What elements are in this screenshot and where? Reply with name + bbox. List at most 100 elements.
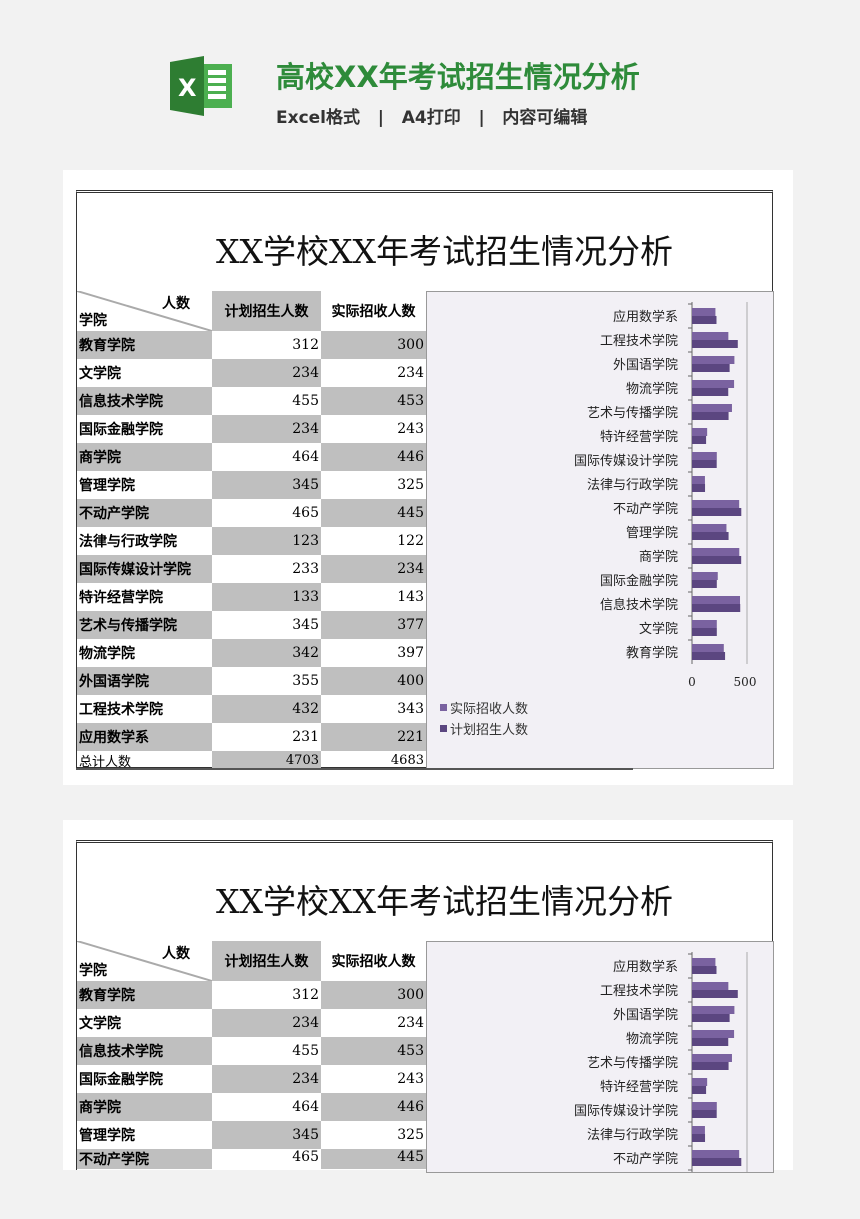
- enrollment-table: 人数 学院 计划招生人数 实际招收人数 教育学院 312 300 文学院 234 234 信息技术学…: [77, 291, 426, 770]
- plan-value: 345: [212, 1121, 321, 1149]
- actual-value: 122: [397, 533, 424, 549]
- actual-value: 143: [397, 589, 424, 605]
- category-label: 法律与行政学院: [587, 1127, 678, 1143]
- actual-value: 234: [321, 555, 426, 583]
- enrollment-table: 人数 学院 计划招生人数 实际招收人数 教育学院 312 300 文学院 234 234 信息技术学…: [77, 941, 426, 1169]
- plan-value: 464: [292, 1099, 319, 1115]
- bar-actual: [692, 1102, 717, 1110]
- category-label: 不动产学院: [613, 501, 678, 517]
- table-row: 法律与行政学院 123 122: [77, 527, 426, 555]
- total-plan: 4703: [212, 751, 321, 770]
- category-label: 应用数学系: [613, 309, 678, 325]
- category-label: 信息技术学院: [600, 597, 678, 613]
- category-label: 物流学院: [626, 381, 678, 397]
- category-label: 文学院: [639, 621, 678, 637]
- actual-value: 453: [321, 387, 426, 415]
- bar-plan: [692, 412, 729, 420]
- bar-plan: [692, 1062, 729, 1070]
- actual-value: 325: [397, 477, 424, 493]
- sheet-title: XX学校XX年考试招生情况分析: [216, 882, 673, 921]
- total-row: 总计人数 4703 4683: [77, 751, 426, 770]
- table-row: 不动产学院 465 445: [77, 1149, 426, 1169]
- bar-actual: [692, 500, 740, 508]
- page-subtitle: Excel格式 | A4打印 | 内容可编辑: [276, 108, 588, 128]
- preview-page-2: XX学校XX年考试招生情况分析 人数 学院 计划招生人数 实际招收人数 教育学院 312 30…: [63, 820, 793, 1173]
- category-label: 国际传媒设计学院: [574, 1103, 678, 1119]
- bar-plan: [692, 340, 738, 348]
- college-name: 文学院: [79, 1016, 121, 1032]
- college-name: 管理学院: [79, 1128, 135, 1144]
- plan-value: 233: [292, 561, 319, 577]
- actual-value: 446: [321, 1093, 426, 1121]
- category-label: 工程技术学院: [600, 333, 678, 349]
- college-name: 信息技术学院: [77, 1037, 212, 1065]
- table-row: 教育学院 312 300: [77, 331, 426, 359]
- college-name: 国际金融学院: [79, 422, 163, 438]
- plan-value: 234: [212, 1009, 321, 1037]
- college-name: 外国语学院: [77, 667, 212, 695]
- bar-actual: [692, 620, 717, 628]
- col-actual-header: 实际招收人数: [331, 954, 416, 970]
- table-row: 艺术与传播学院 345 377: [77, 611, 426, 639]
- bar-plan: [692, 484, 706, 492]
- category-label: 外国语学院: [613, 357, 678, 373]
- x-tick-label: 500: [734, 675, 757, 689]
- table-row: 不动产学院 465 445: [77, 499, 426, 527]
- category-label: 商学院: [639, 549, 678, 565]
- category-label: 法律与行政学院: [587, 477, 678, 493]
- bar-actual: [692, 476, 705, 484]
- corner-header: 人数 学院: [77, 941, 212, 981]
- bar-plan: [692, 556, 742, 564]
- svg-text:X: X: [178, 74, 197, 102]
- table-row: 文学院 234 234: [77, 1009, 426, 1037]
- bar-actual: [692, 644, 724, 652]
- bar-actual: [692, 308, 716, 316]
- category-label: 应用数学系: [613, 959, 678, 975]
- actual-value: 343: [397, 701, 424, 717]
- college-name: 法律与行政学院: [79, 534, 177, 550]
- actual-value: 234: [397, 1015, 424, 1031]
- table-row: 应用数学系 231 221: [77, 723, 426, 751]
- actual-value: 377: [321, 611, 426, 639]
- plan-value: 234: [212, 415, 321, 443]
- category-label: 外国语学院: [613, 1007, 678, 1023]
- plan-value: 234: [212, 1065, 321, 1093]
- category-label: 艺术与传播学院: [587, 405, 678, 421]
- bar-plan: [692, 508, 742, 516]
- bar-plan: [692, 316, 717, 324]
- bar-plan: [692, 436, 707, 444]
- legend-swatch: [440, 704, 447, 711]
- bar-plan: [692, 388, 729, 396]
- category-label: 特许经营学院: [600, 1079, 678, 1095]
- actual-value: 243: [397, 1071, 424, 1087]
- college-name: 国际金融学院: [79, 1072, 163, 1088]
- actual-value: 400: [321, 667, 426, 695]
- bar-actual: [692, 332, 729, 340]
- plan-value: 342: [212, 639, 321, 667]
- sheet-title: XX学校XX年考试招生情况分析: [216, 232, 673, 271]
- table-row: 管理学院 345 325: [77, 1121, 426, 1149]
- divider: [76, 768, 633, 770]
- bar-plan: [692, 364, 730, 372]
- table-row: 信息技术学院 455 453: [77, 387, 426, 415]
- actual-value: 300: [321, 981, 426, 1009]
- actual-value: 446: [321, 443, 426, 471]
- actual-value: 445: [321, 499, 426, 527]
- bar-plan: [692, 580, 717, 588]
- category-label: 特许经营学院: [600, 429, 678, 445]
- bar-plan: [692, 990, 738, 998]
- bar-plan: [692, 1038, 729, 1046]
- table-row: 国际传媒设计学院 233 234: [77, 555, 426, 583]
- college-name: 特许经营学院: [79, 590, 163, 606]
- spreadsheet: XX学校XX年考试招生情况分析 人数 学院 计划招生人数 实际招收人数 教育学院 312 30…: [76, 840, 774, 1173]
- enrollment-chart: 教育学院 文学院 信息技术学院 国际金融学院 商学院 管理学院 不动产学院 法律与行政学院 国际…: [426, 291, 774, 769]
- college-name: 教育学院: [77, 981, 212, 1009]
- table-row: 国际金融学院 234 243: [77, 1065, 426, 1093]
- college-name: 不动产学院: [77, 1149, 212, 1169]
- college-name: 物流学院: [79, 646, 135, 662]
- plan-value: 312: [292, 337, 319, 353]
- table-row: 物流学院 342 397: [77, 639, 426, 667]
- col-plan-header: 计划招生人数: [212, 291, 321, 331]
- table-header: 人数 学院 计划招生人数 实际招收人数: [77, 291, 426, 331]
- category-label: 管理学院: [626, 525, 678, 541]
